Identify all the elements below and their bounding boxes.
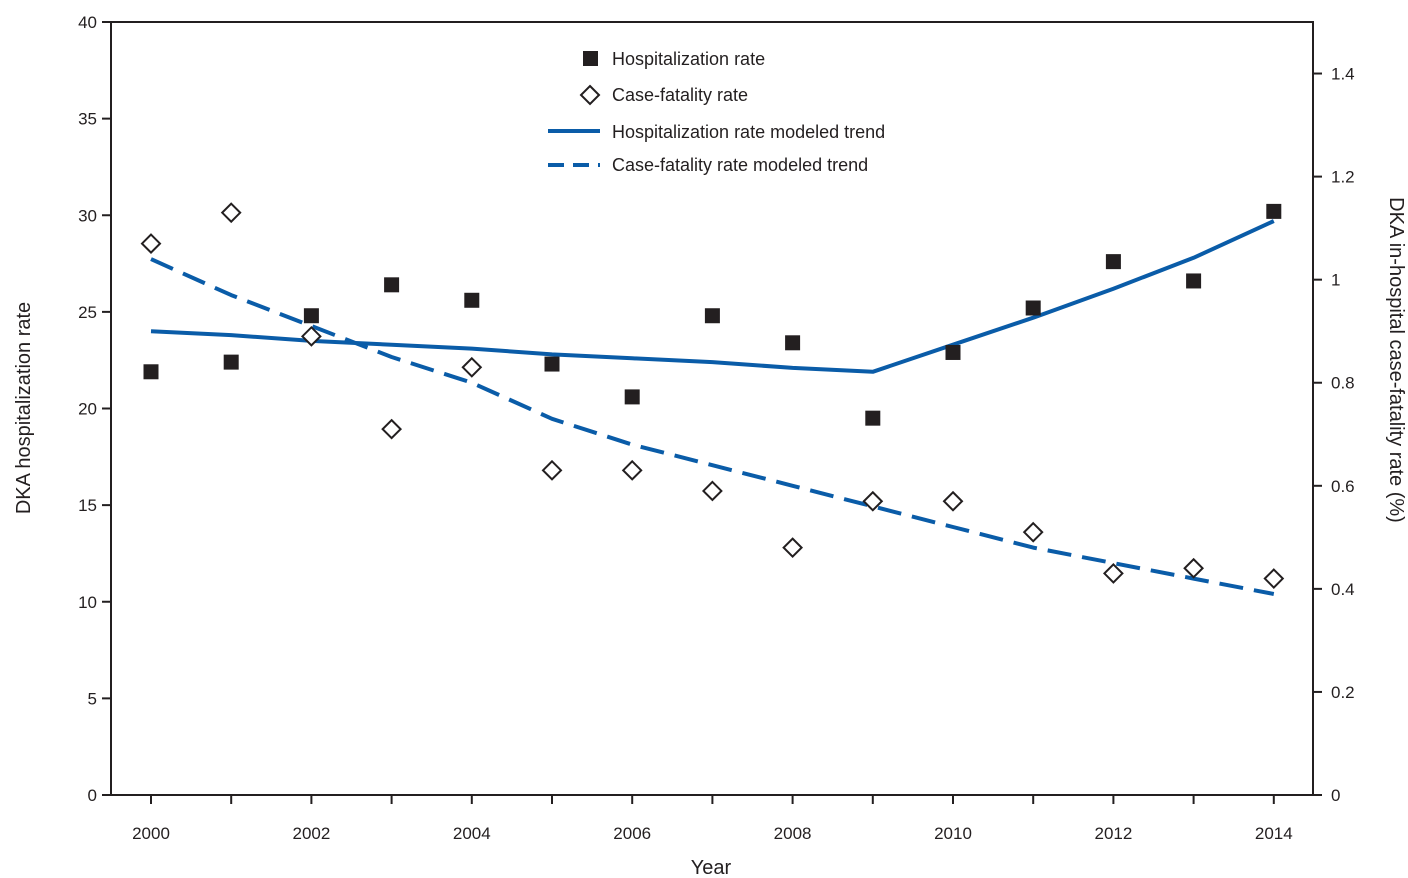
- case-fatality-trend-line: [150, 257, 1275, 596]
- legend: Hospitalization rate Case-fatality rate …: [548, 49, 885, 175]
- hospitalization-rate-point: [303, 308, 319, 324]
- right-tick-label: 0.8: [1331, 374, 1355, 393]
- case-fatality-rate-point: [701, 480, 723, 502]
- x-tick-label: 2012: [1094, 824, 1132, 843]
- case-fatality-rate-point: [621, 459, 643, 481]
- left-tick-label: 15: [78, 496, 97, 515]
- right-tick-label: 1.4: [1331, 65, 1355, 84]
- left-tick-label: 0: [88, 786, 97, 805]
- hospitalization-rate-point: [143, 364, 159, 380]
- hospitalization-rate-point: [785, 335, 801, 351]
- x-tick-label: 2002: [292, 824, 330, 843]
- left-tick-label: 30: [78, 206, 97, 225]
- case-fatality-rate-point: [1263, 568, 1285, 589]
- left-tick-label: 20: [78, 400, 97, 419]
- x-tick-label: 2000: [132, 824, 170, 843]
- x-axis-title: Year: [691, 857, 732, 878]
- case-fatality-rate-point: [942, 490, 964, 512]
- hospitalization-rate-point: [384, 277, 400, 293]
- legend-square-marker: [583, 51, 598, 66]
- right-tick-label: 0: [1331, 786, 1340, 805]
- hospitalization-rate-point: [1025, 300, 1041, 316]
- x-axis-ticks: 2000 2002 2004 2006 2008 2010 2012 2014: [132, 795, 1293, 843]
- left-tick-label: 35: [78, 110, 97, 129]
- hospitalization-rate-point: [704, 308, 720, 324]
- x-tick-label: 2010: [934, 824, 972, 843]
- hospitalization-rate-point: [945, 344, 961, 360]
- case-fatality-rate-point: [140, 233, 162, 255]
- right-tick-label: 0.2: [1331, 683, 1355, 702]
- hospitalization-rate-point: [865, 410, 881, 426]
- right-tick-label: 1.2: [1331, 168, 1355, 187]
- legend-label-hospitalization-rate: Hospitalization rate: [612, 49, 765, 69]
- case-fatality-rate-point: [541, 459, 563, 481]
- hospitalization-rate-point: [223, 354, 239, 370]
- markers: [140, 202, 1285, 589]
- case-fatality-rate-point: [1183, 557, 1205, 579]
- left-tick-label: 40: [78, 13, 97, 32]
- case-fatality-rate-point: [1102, 562, 1124, 584]
- right-axis-ticks: 0 0.2 0.4 0.6 0.8 1 1.2 1.4: [1313, 65, 1355, 805]
- case-fatality-rate-point: [300, 325, 322, 347]
- left-tick-label: 10: [78, 593, 97, 612]
- hospitalization-rate-point: [624, 389, 640, 405]
- legend-label-hospitalization-trend: Hospitalization rate modeled trend: [612, 122, 885, 142]
- hospitalization-rate-point: [1186, 273, 1202, 289]
- case-fatality-rate-point: [220, 202, 242, 224]
- left-axis-title: DKA hospitalization rate: [13, 302, 35, 514]
- hospitalization-trend-line: [150, 219, 1275, 374]
- x-tick-label: 2004: [453, 824, 491, 843]
- legend-label-case-fatality-trend: Case-fatality rate modeled trend: [612, 155, 868, 175]
- legend-label-case-fatality-rate: Case-fatality rate: [612, 85, 748, 105]
- left-tick-label: 25: [78, 303, 97, 322]
- right-tick-label: 0.6: [1331, 477, 1355, 496]
- hospitalization-rate-point: [1266, 203, 1282, 219]
- case-fatality-rate-point: [461, 356, 483, 378]
- x-tick-label: 2006: [613, 824, 651, 843]
- case-fatality-rate-point: [782, 537, 804, 559]
- right-tick-label: 0.4: [1331, 580, 1355, 599]
- case-fatality-rate-point: [1022, 521, 1044, 543]
- hospitalization-rate-point: [544, 356, 560, 372]
- x-tick-label: 2008: [774, 824, 812, 843]
- left-axis-ticks: 0 5 10 15 20 25 30 35 40: [78, 13, 111, 805]
- x-tick-label: 2014: [1255, 824, 1293, 843]
- case-fatality-rate-point: [381, 418, 403, 440]
- case-fatality-rate-point: [862, 490, 884, 512]
- hospitalization-rate-point: [1105, 254, 1121, 270]
- legend-diamond-marker: [579, 84, 601, 106]
- hospitalization-rate-point: [464, 292, 480, 308]
- right-tick-label: 1: [1331, 271, 1340, 290]
- trend-lines: [150, 219, 1275, 596]
- right-axis-title: DKA in-hospital case-fatality rate (%): [1385, 197, 1407, 523]
- left-tick-label: 5: [88, 689, 97, 708]
